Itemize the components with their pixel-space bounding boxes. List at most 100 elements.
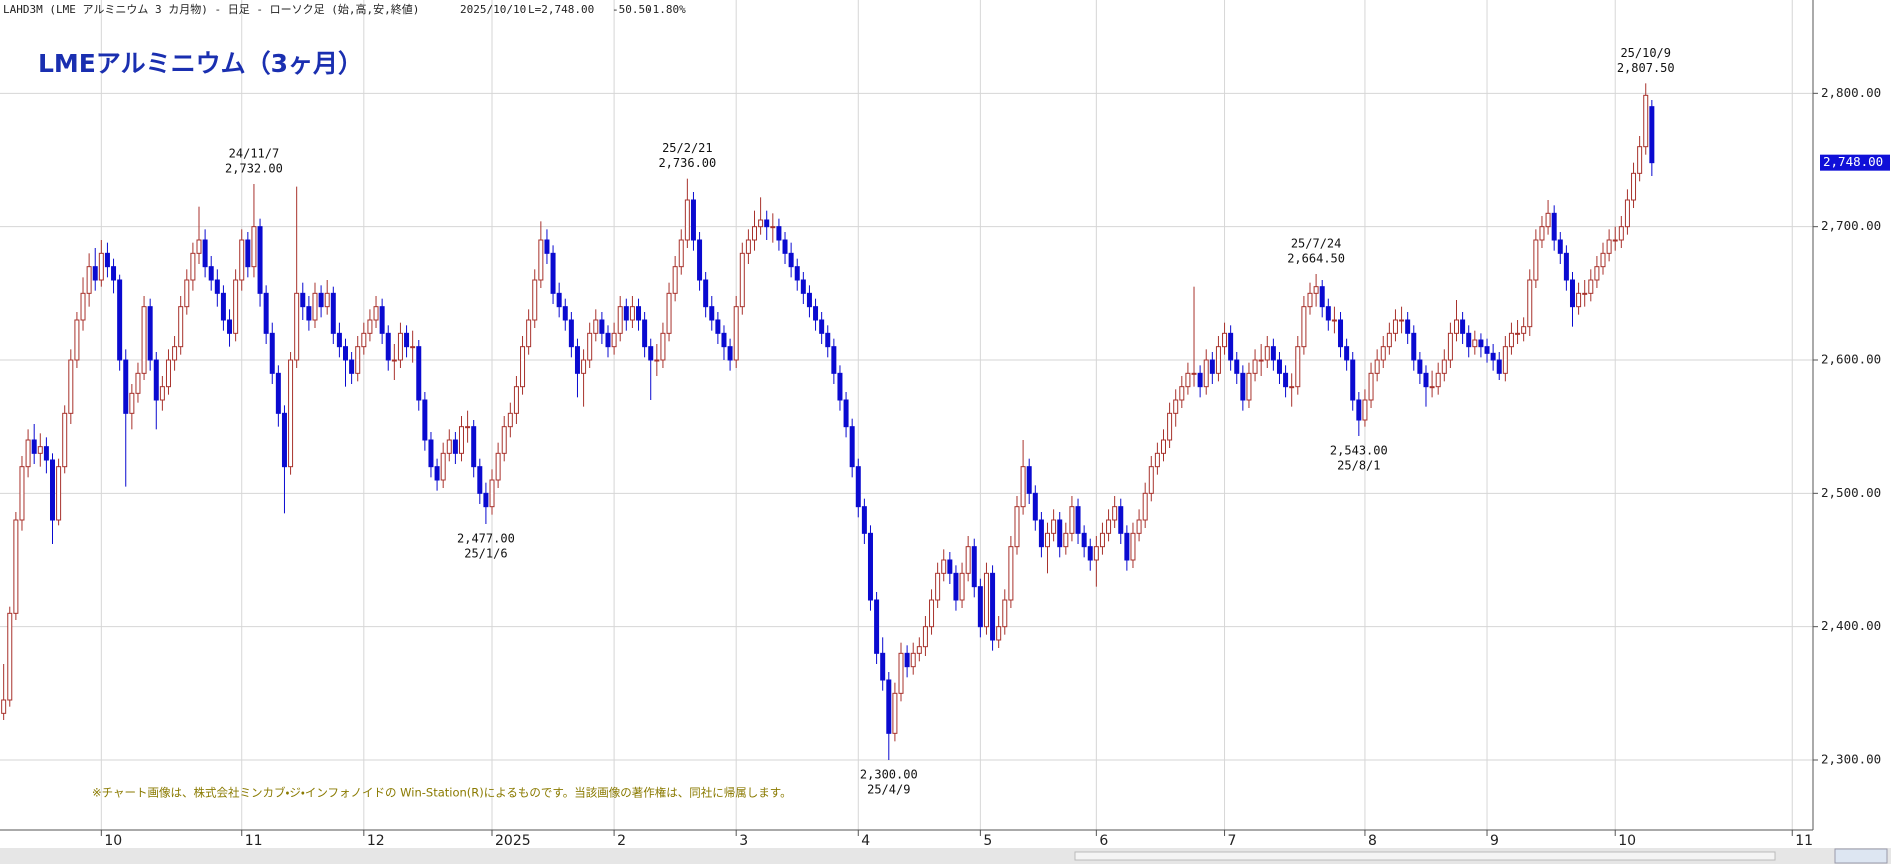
candle-body xyxy=(501,426,507,454)
x-tick-label: 11 xyxy=(1795,833,1813,849)
candle-body xyxy=(1002,599,1008,628)
zoom-buttons[interactable] xyxy=(1834,848,1888,864)
candle-body xyxy=(1069,506,1075,534)
annotation-value: 2,732.00 xyxy=(225,162,283,176)
x-tick-label: 2 xyxy=(617,833,626,849)
candle-body xyxy=(251,226,257,268)
candle-body xyxy=(1411,332,1417,361)
candle-body xyxy=(13,519,19,614)
candle-body xyxy=(233,279,239,334)
candle-body xyxy=(929,599,935,628)
candle-body xyxy=(1179,386,1185,401)
candle-body xyxy=(1624,199,1630,228)
candle-body xyxy=(1222,332,1228,348)
candle-body xyxy=(745,239,751,254)
candle-body xyxy=(1527,279,1533,328)
candle-body xyxy=(1344,346,1350,361)
candle-body xyxy=(581,359,587,374)
candles xyxy=(1,83,1655,760)
candle-body xyxy=(690,199,696,241)
candle-body xyxy=(593,319,599,334)
candle-body xyxy=(1502,346,1508,374)
candle-body xyxy=(513,386,519,414)
header-change: -50.50 xyxy=(612,3,652,16)
candle-body xyxy=(190,252,196,281)
axes: 2,300.00 2,400.00 2,500.00 2,600.00 2,700.00… xyxy=(100,85,1890,849)
candle-body xyxy=(1405,319,1411,334)
header-symbol: LAHD3M (LME アルミニウム 3 カ月物) - 日足 - ローソク足 (… xyxy=(3,2,419,16)
candle-body xyxy=(574,346,580,374)
candle-body xyxy=(648,346,654,361)
candle-body xyxy=(62,412,68,468)
candle-body xyxy=(916,646,922,654)
candle-body xyxy=(477,466,483,494)
candle-body xyxy=(1386,332,1392,348)
candle-body xyxy=(1331,319,1337,322)
candle-body xyxy=(397,332,403,361)
candle-body xyxy=(837,372,843,401)
candle-body xyxy=(1618,226,1624,241)
candle-body xyxy=(184,279,190,308)
candle-body xyxy=(764,219,770,228)
candle-body xyxy=(550,252,556,294)
y-tick-label: 2,400.00 xyxy=(1821,618,1881,633)
candle-body xyxy=(843,399,849,428)
candle-body xyxy=(697,239,703,281)
candle-body xyxy=(526,319,532,348)
candle-body xyxy=(1240,372,1246,401)
y-tick-label: 2,700.00 xyxy=(1821,218,1881,233)
candle-body xyxy=(269,332,275,374)
candle-body xyxy=(1338,319,1344,348)
candle-body xyxy=(281,412,287,468)
candle-body xyxy=(355,346,361,374)
candle-body xyxy=(825,332,831,348)
candle-body xyxy=(1606,239,1612,254)
candle-body xyxy=(1283,372,1289,388)
candle-body xyxy=(263,292,269,334)
candle-body xyxy=(1423,372,1429,388)
candle-body xyxy=(1569,279,1575,308)
candle-body xyxy=(1008,546,1014,601)
candle-body xyxy=(257,226,263,294)
scrollbar-thumb[interactable] xyxy=(1074,851,1776,861)
candle-body xyxy=(104,252,110,268)
candle-body xyxy=(654,359,660,362)
candle-body xyxy=(733,306,739,361)
candle-body xyxy=(92,266,98,281)
candle-body xyxy=(49,459,55,521)
candle-body xyxy=(153,359,159,401)
candle-body xyxy=(214,279,220,294)
candle-body xyxy=(507,412,513,428)
annotation-date: 25/8/1 xyxy=(1337,459,1380,473)
candle-body xyxy=(568,319,574,348)
candle-body xyxy=(941,559,947,574)
candle-body xyxy=(391,359,397,362)
candle-body xyxy=(1539,226,1545,241)
x-tick-label: 5 xyxy=(983,833,992,849)
candle-body xyxy=(1234,359,1240,374)
candle-body xyxy=(1380,346,1386,361)
candle-body xyxy=(1252,359,1258,374)
candle-body xyxy=(1399,319,1405,322)
candle-body xyxy=(1014,506,1020,548)
candle-body xyxy=(1478,339,1484,348)
candle-body xyxy=(98,252,104,281)
candle-body xyxy=(336,332,342,348)
candle-body xyxy=(1124,532,1130,561)
candle-body xyxy=(361,332,367,348)
candle-body xyxy=(544,239,550,254)
candle-body xyxy=(452,439,458,454)
candle-body xyxy=(1045,532,1051,548)
candle-body xyxy=(141,306,147,374)
x-tick-label: 3 xyxy=(739,833,748,849)
candle-body xyxy=(43,446,49,461)
candle-body xyxy=(1063,532,1069,548)
candle-body xyxy=(1136,519,1142,534)
candle-body xyxy=(1551,212,1557,241)
candle-body xyxy=(556,292,562,308)
candle-body xyxy=(1374,359,1380,374)
candle-body xyxy=(1631,172,1637,201)
candle-body xyxy=(642,319,648,348)
